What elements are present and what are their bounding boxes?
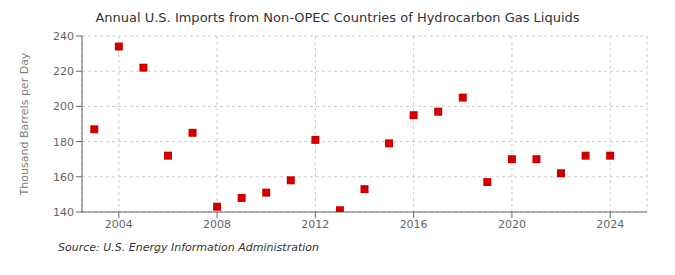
svg-text:2004: 2004: [105, 218, 133, 231]
svg-text:240: 240: [53, 30, 74, 43]
svg-text:Thousand Barrels per Day: Thousand Barrels per Day: [18, 52, 31, 196]
svg-text:2020: 2020: [498, 218, 526, 231]
svg-text:220: 220: [53, 65, 74, 78]
svg-text:2016: 2016: [400, 218, 428, 231]
svg-text:160: 160: [53, 171, 74, 184]
svg-text:180: 180: [53, 136, 74, 149]
svg-text:2008: 2008: [203, 218, 231, 231]
html-text:Annual U.S. Imports from Non-O: Annual U.S. Imports from Non-OPEC Countr…: [95, 10, 580, 25]
svg-text:200: 200: [53, 100, 74, 113]
html-text:Source: U.S. Energy Informatio: Source: U.S. Energy Information Administ…: [58, 241, 319, 254]
svg-text:2024: 2024: [596, 218, 624, 231]
svg-text:2012: 2012: [301, 218, 329, 231]
svg-text:140: 140: [53, 206, 74, 219]
